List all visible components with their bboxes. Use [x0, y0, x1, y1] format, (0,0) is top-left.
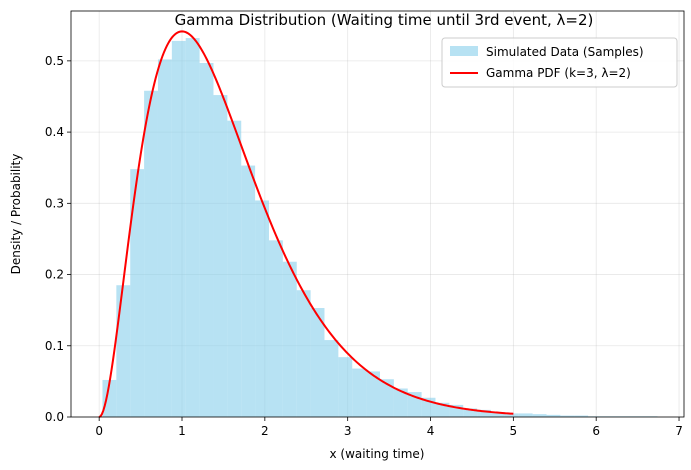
histogram-bar — [504, 413, 519, 417]
histogram-bar — [324, 340, 339, 417]
histogram-bar — [546, 414, 561, 417]
histogram-bar — [102, 379, 117, 417]
x-tick-label: 1 — [178, 424, 186, 438]
histogram-bars — [102, 38, 658, 418]
histogram-bar — [241, 165, 256, 417]
histogram-bar — [144, 90, 158, 417]
x-tick-label: 5 — [510, 424, 518, 438]
x-tick-label: 0 — [95, 424, 103, 438]
histogram-bar — [393, 388, 408, 417]
histogram-bar — [213, 95, 228, 417]
y-tick-label: 0.3 — [45, 196, 64, 210]
y-axis-ticks: 0.0 0.1 0.2 0.3 0.4 0.5 — [45, 54, 71, 424]
histogram-bar — [171, 40, 186, 417]
gamma-pdf-curve — [98, 30, 514, 418]
histogram-bar — [352, 368, 367, 417]
chart-title: Gamma Distribution (Waiting time until 3… — [175, 11, 594, 29]
x-tick-label: 3 — [344, 424, 352, 438]
histogram-bar — [379, 379, 394, 417]
legend-swatch-histogram — [450, 46, 478, 56]
histogram-bar — [574, 415, 589, 417]
histogram-bar — [338, 357, 353, 417]
x-tick-label: 4 — [427, 424, 435, 438]
histogram-bar — [560, 415, 575, 417]
histogram-bar — [532, 414, 547, 417]
y-tick-label: 0.5 — [45, 54, 64, 68]
y-tick-label: 0.0 — [45, 410, 64, 424]
histogram-bar — [296, 290, 311, 417]
plot-frame — [70, 10, 685, 418]
histogram-bar — [282, 261, 297, 417]
legend-label-histogram: Simulated Data (Samples) — [486, 45, 644, 59]
histogram-bar — [518, 413, 533, 417]
histogram-bar — [477, 409, 491, 417]
histogram-bar — [199, 62, 214, 417]
histogram-bar — [490, 412, 505, 417]
histogram-bar — [463, 408, 478, 417]
legend: Simulated Data (Samples) Gamma PDF (k=3,… — [441, 37, 678, 88]
histogram-bar — [157, 59, 172, 417]
y-tick-label: 0.2 — [45, 268, 64, 282]
y-tick-label: 0.4 — [45, 125, 64, 139]
histogram-bar — [310, 308, 325, 417]
x-tick-label: 7 — [675, 424, 683, 438]
histogram-bar — [268, 240, 283, 417]
histogram-bar — [185, 38, 200, 418]
x-axis-label: x (waiting time) — [330, 447, 425, 461]
x-axis-ticks: 0 1 2 3 4 5 6 7 — [95, 417, 683, 438]
legend-box — [441, 37, 678, 88]
x-tick-label: 2 — [261, 424, 269, 438]
histogram-bar — [116, 285, 131, 417]
y-tick-label: 0.1 — [45, 339, 64, 353]
y-axis-label: Density / Probability — [9, 154, 23, 275]
histogram-bar — [130, 169, 145, 417]
histogram-bar — [255, 200, 269, 417]
x-tick-label: 6 — [592, 424, 600, 438]
histogram-bar — [227, 120, 242, 418]
histogram-bar — [366, 371, 380, 417]
legend-label-curve: Gamma PDF (k=3, λ=2) — [486, 66, 631, 80]
